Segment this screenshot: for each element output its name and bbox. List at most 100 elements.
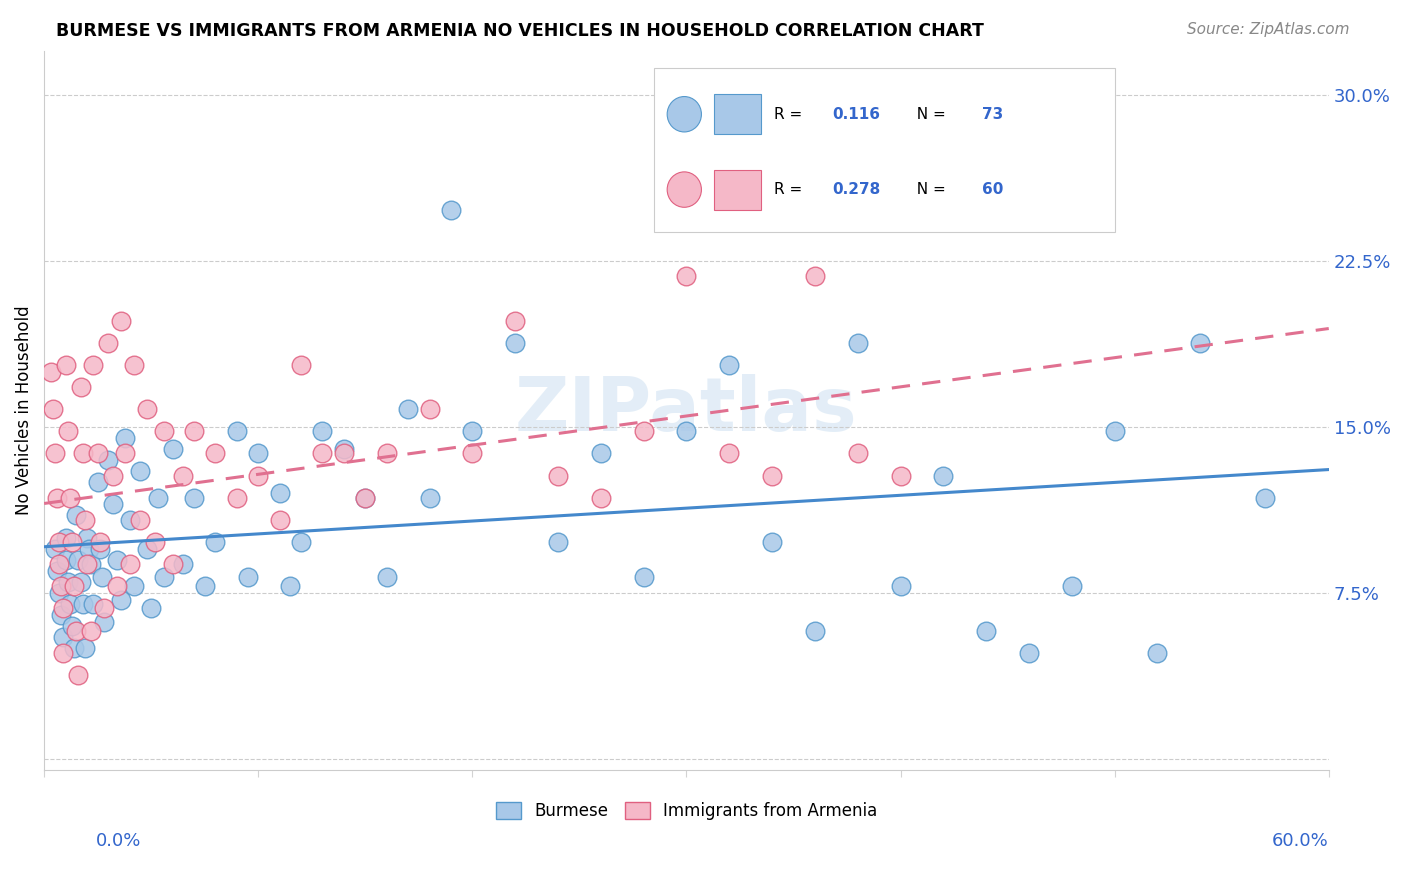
- Text: 60: 60: [981, 182, 1004, 197]
- Legend: Burmese, Immigrants from Armenia: Burmese, Immigrants from Armenia: [489, 795, 884, 826]
- Point: [172, 557, 194, 571]
- Text: ZIPatlas: ZIPatlas: [515, 374, 858, 447]
- Text: N =: N =: [907, 107, 950, 121]
- Point: [146, 491, 169, 505]
- Point: [110, 314, 132, 328]
- Circle shape: [668, 172, 702, 207]
- Text: 0.0%: 0.0%: [96, 831, 141, 849]
- Text: R =: R =: [775, 107, 807, 121]
- Text: BURMESE VS IMMIGRANTS FROM ARMENIA NO VEHICLES IN HOUSEHOLD CORRELATION CHART: BURMESE VS IMMIGRANTS FROM ARMENIA NO VE…: [56, 22, 984, 40]
- Point: [114, 431, 136, 445]
- Point: [311, 425, 333, 439]
- Text: 0.278: 0.278: [832, 182, 880, 197]
- Point: [247, 468, 270, 483]
- Point: [633, 425, 655, 439]
- Point: [974, 624, 997, 638]
- Point: [1104, 425, 1126, 439]
- Point: [48, 535, 70, 549]
- Point: [97, 453, 120, 467]
- Point: [162, 557, 184, 571]
- Point: [80, 557, 103, 571]
- Point: [236, 570, 259, 584]
- Point: [204, 446, 226, 460]
- Point: [333, 442, 356, 456]
- Point: [77, 541, 100, 556]
- Point: [97, 335, 120, 350]
- Point: [269, 486, 291, 500]
- Point: [52, 630, 75, 644]
- Point: [105, 579, 128, 593]
- Point: [52, 646, 75, 660]
- Point: [354, 491, 377, 505]
- Point: [44, 541, 66, 556]
- Point: [48, 557, 70, 571]
- Point: [118, 557, 141, 571]
- Point: [461, 446, 484, 460]
- Point: [67, 668, 90, 682]
- Point: [311, 446, 333, 460]
- Text: R =: R =: [775, 182, 807, 197]
- Point: [67, 553, 90, 567]
- Point: [1189, 335, 1212, 350]
- Point: [65, 624, 87, 638]
- Point: [278, 579, 301, 593]
- Point: [51, 608, 73, 623]
- Point: [122, 358, 145, 372]
- Point: [1060, 579, 1083, 593]
- Point: [72, 597, 94, 611]
- Point: [932, 468, 955, 483]
- Text: 60.0%: 60.0%: [1272, 831, 1329, 849]
- Point: [46, 564, 69, 578]
- Point: [145, 535, 167, 549]
- Point: [89, 541, 111, 556]
- Point: [418, 402, 440, 417]
- Point: [129, 513, 152, 527]
- Bar: [714, 169, 762, 210]
- Point: [718, 358, 741, 372]
- Point: [93, 615, 115, 629]
- Point: [59, 491, 82, 505]
- Point: [76, 557, 98, 571]
- Point: [589, 446, 612, 460]
- Point: [547, 468, 569, 483]
- Point: [162, 442, 184, 456]
- Point: [290, 535, 312, 549]
- Point: [675, 425, 697, 439]
- Point: [718, 446, 741, 460]
- Point: [375, 570, 398, 584]
- Point: [63, 579, 86, 593]
- Point: [114, 446, 136, 460]
- Point: [56, 425, 79, 439]
- Point: [65, 508, 87, 523]
- Point: [89, 535, 111, 549]
- Point: [633, 570, 655, 584]
- Point: [183, 425, 205, 439]
- Point: [63, 641, 86, 656]
- Point: [101, 468, 124, 483]
- Point: [172, 468, 194, 483]
- Point: [73, 513, 96, 527]
- Point: [290, 358, 312, 372]
- Point: [93, 601, 115, 615]
- Point: [141, 601, 163, 615]
- Point: [396, 402, 419, 417]
- Point: [589, 491, 612, 505]
- Point: [60, 535, 83, 549]
- Point: [675, 269, 697, 284]
- Point: [333, 446, 356, 460]
- Point: [225, 491, 247, 505]
- Point: [547, 535, 569, 549]
- Point: [44, 446, 66, 460]
- Point: [82, 358, 104, 372]
- Text: Source: ZipAtlas.com: Source: ZipAtlas.com: [1187, 22, 1350, 37]
- Point: [461, 425, 484, 439]
- Point: [110, 592, 132, 607]
- Point: [440, 202, 463, 217]
- Point: [194, 579, 217, 593]
- Point: [41, 402, 63, 417]
- Point: [1146, 646, 1168, 660]
- Point: [804, 269, 827, 284]
- Point: [761, 535, 783, 549]
- Point: [890, 579, 912, 593]
- Point: [804, 624, 827, 638]
